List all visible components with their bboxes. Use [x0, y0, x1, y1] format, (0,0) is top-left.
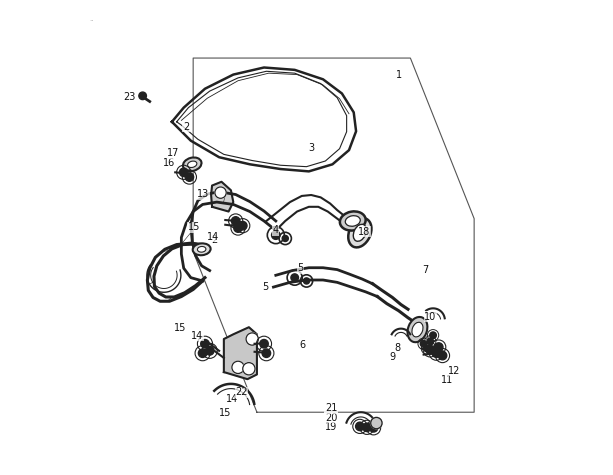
Text: 11: 11	[441, 375, 454, 385]
Text: 9: 9	[389, 352, 395, 361]
Ellipse shape	[197, 247, 206, 252]
Polygon shape	[211, 182, 234, 211]
Circle shape	[234, 224, 242, 232]
Text: 14: 14	[191, 331, 203, 341]
Circle shape	[262, 349, 270, 358]
Text: 14: 14	[207, 231, 219, 242]
Text: 22: 22	[235, 388, 248, 398]
Polygon shape	[224, 327, 257, 379]
Ellipse shape	[188, 161, 197, 168]
Text: 5: 5	[297, 263, 303, 273]
Ellipse shape	[348, 218, 371, 247]
Circle shape	[291, 274, 299, 281]
Text: 23: 23	[123, 92, 135, 102]
Text: 1: 1	[395, 69, 402, 80]
Circle shape	[435, 343, 443, 352]
Text: 13: 13	[197, 189, 210, 199]
Circle shape	[427, 338, 433, 345]
Ellipse shape	[345, 216, 360, 226]
Circle shape	[369, 424, 378, 432]
Circle shape	[139, 92, 147, 100]
Ellipse shape	[183, 158, 202, 171]
Text: 15: 15	[188, 222, 200, 232]
Text: 5: 5	[262, 282, 268, 292]
Circle shape	[421, 341, 427, 347]
Text: 7: 7	[422, 265, 428, 275]
Text: 2: 2	[211, 235, 218, 245]
Text: 10: 10	[424, 312, 436, 322]
Text: 2: 2	[183, 122, 189, 132]
Ellipse shape	[340, 211, 366, 230]
Text: 15: 15	[219, 408, 232, 418]
Text: 12: 12	[447, 366, 460, 376]
Text: 17: 17	[167, 149, 180, 159]
Text: 3: 3	[308, 143, 314, 153]
Ellipse shape	[192, 243, 211, 255]
Text: 8: 8	[394, 343, 400, 353]
Ellipse shape	[412, 322, 423, 337]
Circle shape	[243, 362, 255, 375]
Circle shape	[246, 333, 258, 345]
Text: 21: 21	[325, 403, 337, 413]
Circle shape	[356, 422, 364, 431]
Circle shape	[303, 278, 310, 284]
Text: 6: 6	[300, 340, 306, 350]
Text: 19: 19	[325, 422, 337, 432]
Text: 16: 16	[162, 158, 175, 168]
Circle shape	[238, 221, 247, 230]
Circle shape	[260, 340, 268, 348]
Circle shape	[363, 423, 371, 432]
Circle shape	[199, 349, 207, 358]
Circle shape	[438, 352, 447, 360]
Ellipse shape	[408, 317, 427, 342]
Text: ..: ..	[89, 16, 94, 21]
Text: 15: 15	[173, 323, 186, 333]
Text: 4: 4	[273, 226, 279, 236]
Ellipse shape	[353, 224, 367, 241]
Circle shape	[232, 217, 240, 225]
Text: 14: 14	[226, 394, 238, 404]
Circle shape	[180, 168, 188, 177]
Circle shape	[426, 346, 435, 354]
Circle shape	[432, 349, 441, 358]
Circle shape	[185, 173, 194, 181]
Text: 18: 18	[358, 227, 370, 237]
Circle shape	[215, 187, 226, 198]
Circle shape	[430, 332, 436, 339]
Circle shape	[371, 418, 382, 429]
Circle shape	[200, 340, 209, 348]
Circle shape	[272, 231, 280, 239]
Circle shape	[424, 345, 430, 352]
Circle shape	[282, 236, 288, 241]
Text: 20: 20	[325, 413, 337, 423]
Circle shape	[232, 361, 244, 373]
Circle shape	[205, 347, 214, 355]
